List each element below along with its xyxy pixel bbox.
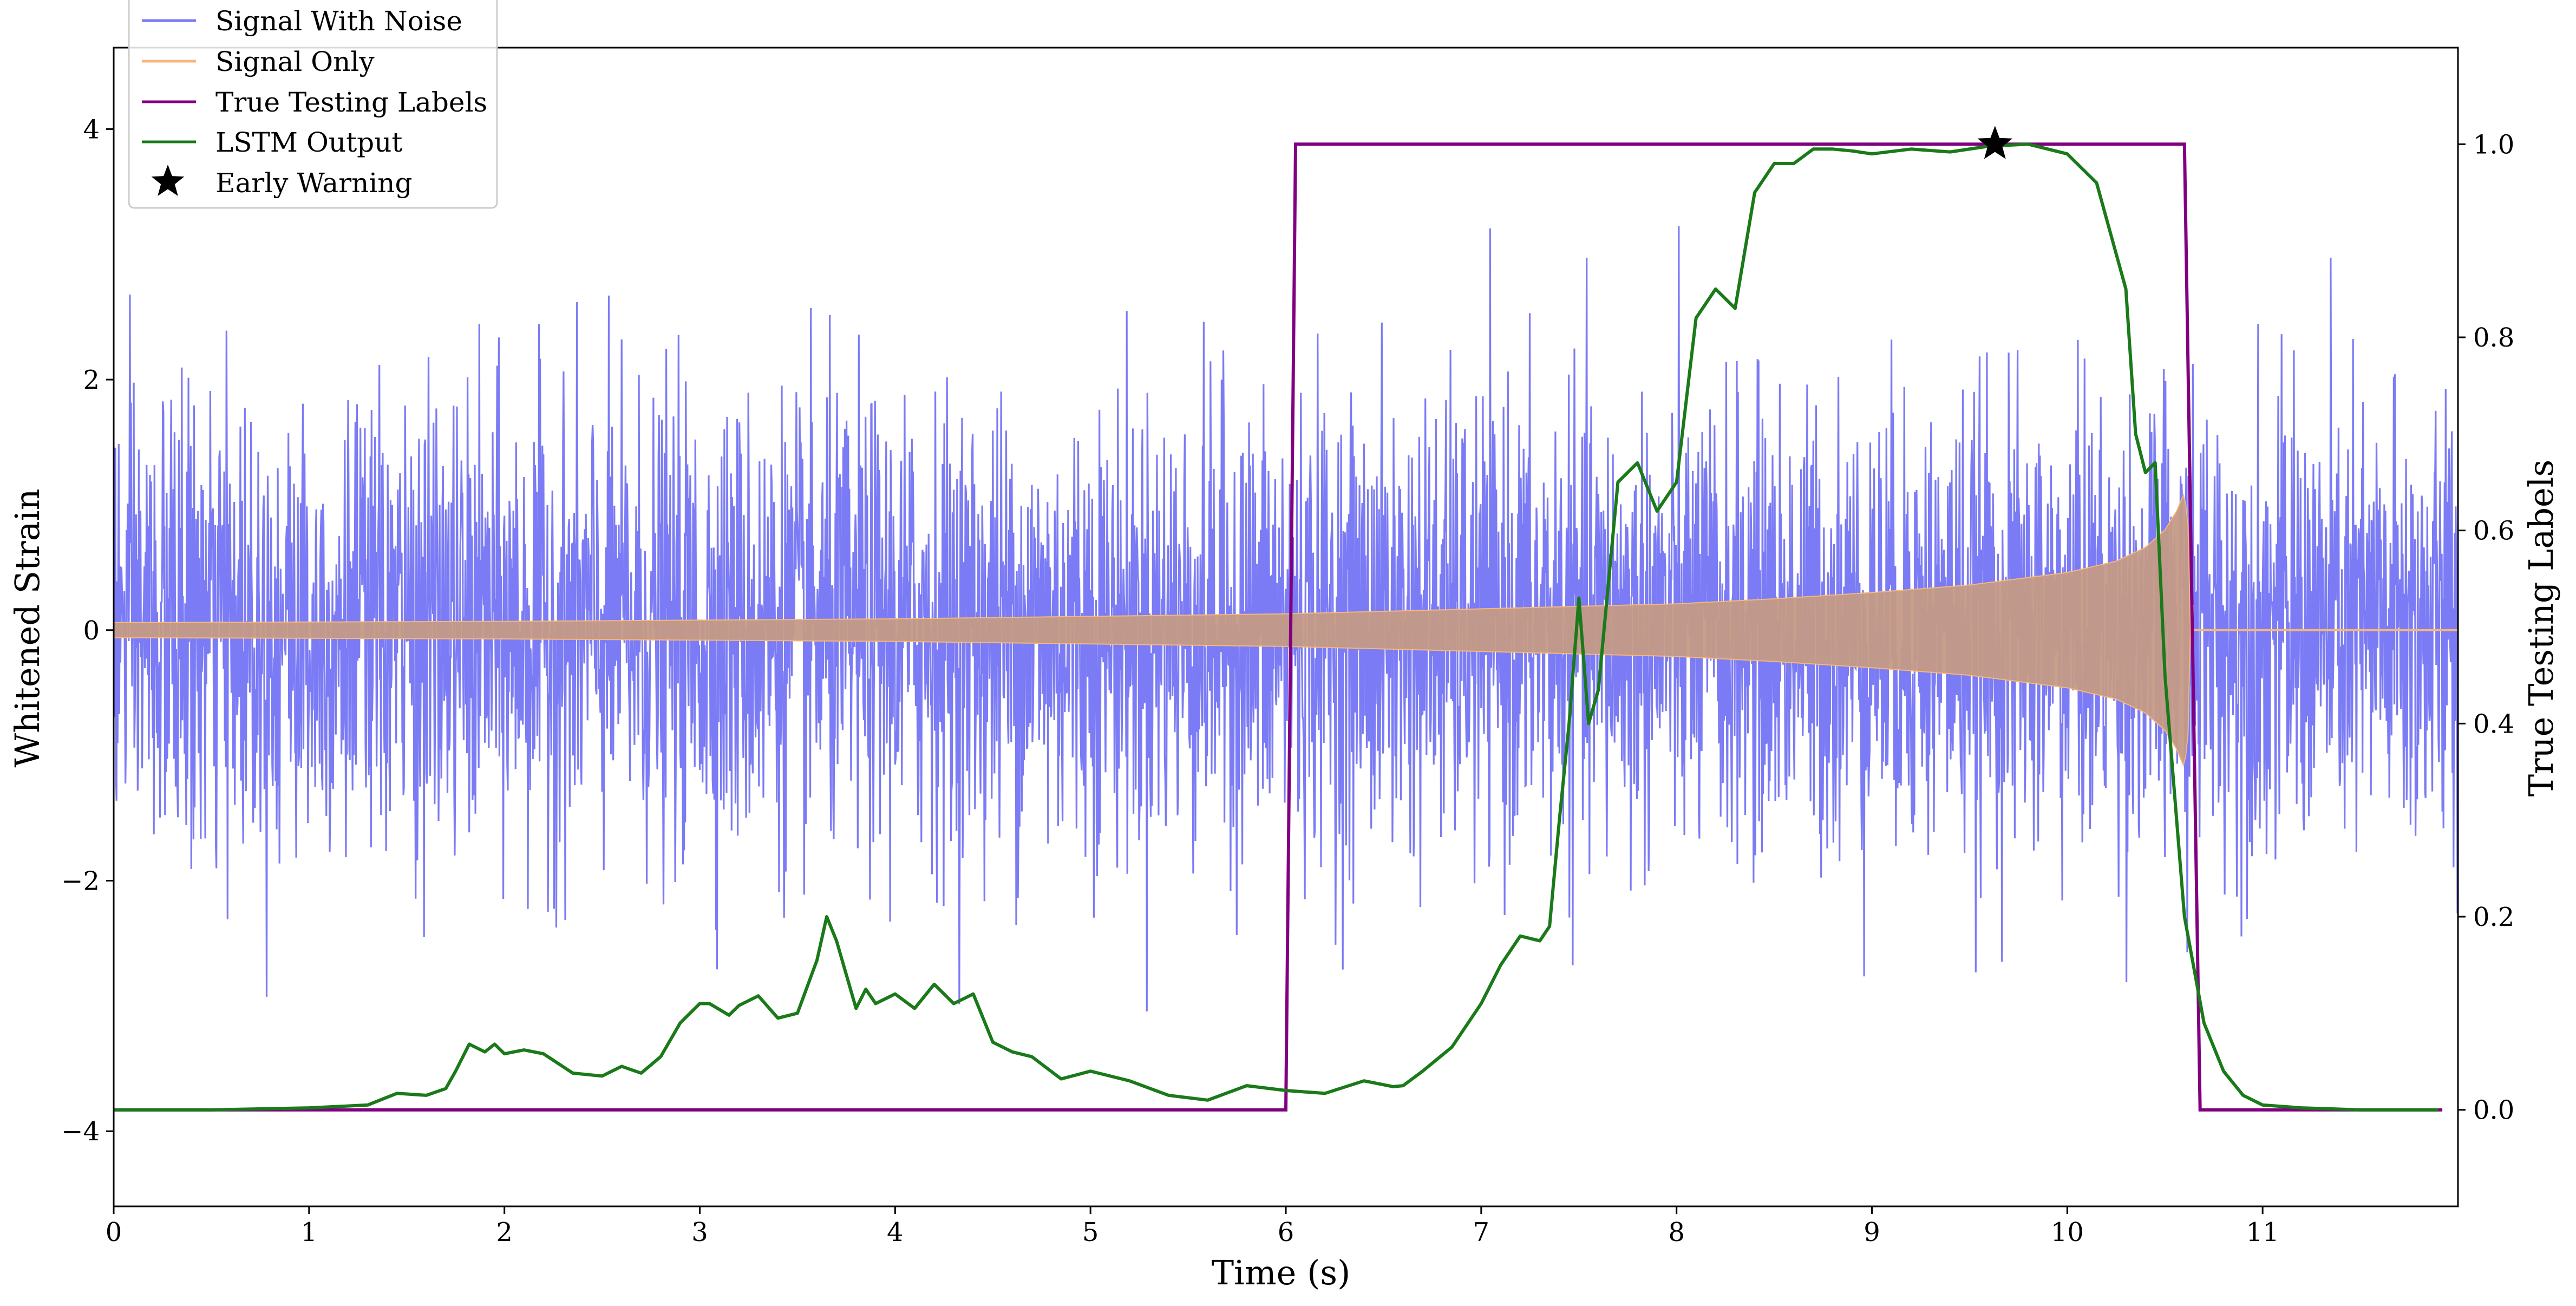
x-axis: 0 1 2 3 4 5 6 7 8 9 10 11: [106, 1206, 2279, 1248]
x-tick-label-8: 8: [1668, 1217, 1685, 1248]
x-tick-label-10: 10: [2051, 1217, 2084, 1248]
x-tick-label-7: 7: [1473, 1217, 1490, 1248]
legend: Signal With Noise Signal Only True Testi…: [128, 0, 498, 209]
x-tick-label-3: 3: [691, 1217, 708, 1248]
signal-with-noise-series: [114, 226, 2458, 1012]
y-tick-label-2: 2: [83, 365, 100, 395]
y-axis-left: −4 −2 0 2 4: [61, 114, 114, 1147]
x-tick-label-4: 4: [887, 1217, 904, 1248]
y-tick-label--2: −2: [61, 866, 100, 896]
plot-area: [114, 126, 2458, 1112]
true-testing-labels-series: [114, 142, 2443, 1112]
legend-label-signal-with-noise: Signal With Noise: [215, 5, 462, 37]
legend-label-early-warning: Early Warning: [215, 167, 413, 199]
x-tick-label-9: 9: [1864, 1217, 1880, 1248]
y2-tick-label-0.4: 0.4: [2473, 709, 2514, 739]
y-tick-label-0: 0: [83, 616, 100, 646]
early-warning-layer: [1977, 126, 2013, 159]
y-tick-label--4: −4: [61, 1116, 100, 1147]
x-tick-label-6: 6: [1278, 1217, 1294, 1248]
legend-label-true-testing-labels: True Testing Labels: [215, 87, 487, 118]
y2-tick-label-0.2: 0.2: [2473, 902, 2514, 932]
x-tick-label-11: 11: [2246, 1217, 2279, 1248]
y2-tick-label-0: 0.0: [2473, 1095, 2514, 1126]
x-tick-label-5: 5: [1082, 1217, 1099, 1248]
true-testing-labels-line: [114, 142, 2443, 1112]
y-axis-right: 0.0 0.2 0.4 0.6 0.8 1.0: [2458, 129, 2514, 1126]
signal-only-series: [114, 493, 2458, 767]
signal-with-noise-line: [114, 226, 2458, 1012]
x-tick-label-2: 2: [496, 1217, 513, 1248]
early-warning-star-icon: [1977, 126, 2013, 159]
y2-tick-label-0.8: 0.8: [2473, 323, 2514, 353]
signal-only-band: [114, 493, 2191, 767]
x-axis-title: Time (s): [1212, 1253, 1351, 1292]
y-tick-label-4: 4: [83, 114, 100, 145]
legend-label-lstm-output: LSTM Output: [215, 127, 402, 158]
x-tick-label-1: 1: [301, 1217, 318, 1248]
legend-box: [128, 0, 498, 209]
y-axis-title: Whitened Strain: [8, 489, 47, 768]
y2-tick-label-1: 1.0: [2473, 129, 2514, 160]
y2-axis-title: True Testing Labels: [2521, 460, 2561, 797]
x-tick-label-0: 0: [106, 1217, 122, 1248]
y2-tick-label-0.6: 0.6: [2473, 516, 2514, 546]
legend-swatch-early-warning-star-icon: [151, 165, 185, 196]
legend-label-signal-only: Signal Only: [215, 46, 375, 77]
